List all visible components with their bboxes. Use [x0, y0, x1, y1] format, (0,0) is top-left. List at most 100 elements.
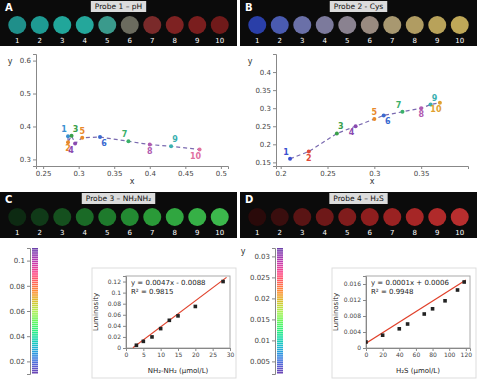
color-strip — [277, 273, 283, 275]
tick-mark — [272, 361, 275, 362]
well-label: 6 — [128, 37, 133, 45]
tick: 0.35 — [255, 87, 276, 95]
color-strip — [277, 282, 283, 284]
tick-label: 80 — [429, 351, 437, 358]
tick: 0.35 — [414, 166, 430, 178]
tick-mark — [374, 166, 375, 169]
point-label: 5 — [372, 108, 378, 117]
color-strip — [32, 282, 38, 284]
well-label: 9 — [435, 229, 439, 237]
tick-mark — [33, 126, 36, 127]
tick: 0.35 — [107, 166, 123, 178]
well-label: 4 — [83, 229, 88, 237]
point-label: 9 — [432, 94, 438, 103]
tick: 0.25 — [255, 123, 276, 131]
tick: 0 — [125, 348, 129, 358]
tick: 0.45 — [178, 166, 194, 178]
color-strip — [32, 273, 38, 275]
color-strip — [32, 307, 38, 309]
annotation: y = 0.0047x - 0.0088 — [131, 279, 206, 287]
point — [381, 333, 385, 337]
color-strip — [32, 305, 38, 307]
trend-line — [290, 103, 440, 159]
tick-mark — [43, 166, 44, 169]
tick-label: 0.01 — [254, 337, 270, 345]
well-label: 3 — [60, 229, 64, 237]
color-strip — [277, 261, 283, 263]
trend-line — [68, 136, 200, 150]
tick-label: 0.35 — [107, 170, 123, 178]
tick-label: 0.6 — [20, 57, 32, 65]
tick-label: 0.25 — [320, 170, 336, 178]
axis-line — [277, 167, 469, 170]
color-strip — [32, 263, 38, 265]
well — [121, 208, 139, 226]
axis-line — [37, 167, 229, 170]
color-strip — [277, 292, 283, 294]
well — [361, 16, 379, 34]
tick-label: 0.02 — [9, 358, 25, 366]
axis-line — [27, 249, 31, 375]
well — [8, 16, 26, 34]
well-label: 8 — [413, 37, 417, 45]
tick-mark — [273, 162, 276, 163]
tick-mark — [273, 90, 276, 91]
tick-label: 30 — [227, 351, 235, 358]
tick-label: 0.15 — [255, 159, 271, 167]
color-strip — [277, 311, 283, 313]
point — [366, 340, 368, 344]
y-axis-title: Luminosity — [332, 293, 340, 331]
tick-mark — [123, 282, 126, 283]
well — [451, 208, 469, 226]
tick: 30 — [227, 348, 235, 358]
tick-mark — [33, 61, 36, 62]
axis: 00.0040.0080.0120.016 — [344, 277, 367, 352]
plot: 0.20.250.30.350.150.20.250.30.350.412345… — [248, 55, 469, 187]
color-strip — [32, 298, 38, 300]
color-strip — [277, 326, 283, 328]
color-strip — [32, 336, 38, 338]
well-label: 9 — [435, 37, 439, 45]
axis-line — [273, 55, 277, 167]
tick-label: 120 — [461, 351, 473, 358]
well-label: 8 — [173, 229, 177, 237]
point-labels: 12345678910 — [283, 94, 442, 163]
title-box — [329, 193, 387, 204]
tick: 0 — [117, 344, 126, 351]
axis: 0.0050.010.0150.020.0250.03 — [250, 249, 276, 375]
tick-mark — [363, 300, 366, 301]
well-label: 8 — [173, 37, 177, 45]
color-strip — [32, 345, 38, 347]
color-strip — [32, 288, 38, 290]
well-label: 4 — [323, 37, 328, 45]
tick: 15 — [175, 348, 183, 358]
well-label: 2 — [38, 37, 42, 45]
color-strip — [32, 277, 38, 279]
y-axis-title: Luminosity — [92, 293, 100, 331]
color-strip — [277, 267, 283, 269]
color-strip — [32, 252, 38, 254]
tick-mark — [281, 166, 282, 169]
tick-label: 0.008 — [344, 312, 361, 319]
tick: 20 — [379, 348, 387, 358]
tick-label: 0.5 — [20, 90, 31, 98]
well — [293, 16, 311, 34]
strip-background — [240, 0, 477, 46]
tick: 0.4 — [145, 166, 157, 178]
color-strip — [277, 248, 283, 250]
color-strip — [277, 343, 283, 345]
tick-label: 25 — [209, 351, 217, 358]
point — [176, 314, 180, 318]
tick: 0.3 — [260, 105, 276, 113]
axis-line — [363, 277, 367, 349]
well-label: 7 — [150, 37, 154, 45]
tick: 0.02 — [108, 333, 126, 340]
tick-mark — [27, 361, 30, 362]
tick-mark — [363, 348, 366, 349]
well-label: 6 — [368, 229, 373, 237]
tick-label: 0.08 — [9, 283, 25, 291]
well — [383, 16, 401, 34]
tick-label: 100 — [444, 351, 456, 358]
color-strip — [32, 326, 38, 328]
annotation: R² = 0.9948 — [371, 288, 413, 296]
